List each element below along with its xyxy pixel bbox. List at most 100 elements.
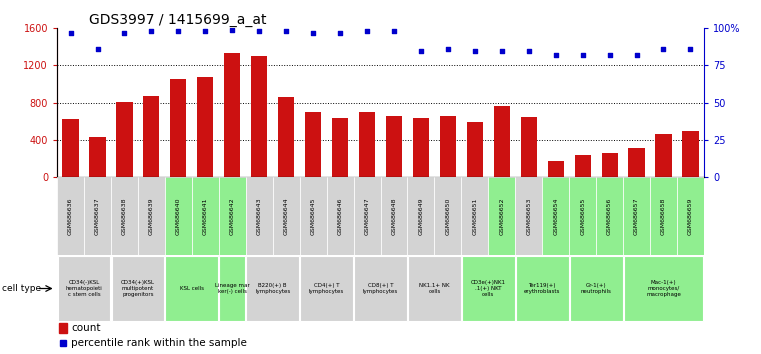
Bar <box>629 148 645 177</box>
Text: GSM686652: GSM686652 <box>499 197 505 235</box>
Bar <box>596 177 623 255</box>
Bar <box>165 177 192 255</box>
Point <box>307 30 319 36</box>
Bar <box>219 177 246 255</box>
Point <box>334 30 346 36</box>
Text: KSL cells: KSL cells <box>180 286 204 291</box>
Point <box>523 48 535 53</box>
Bar <box>300 256 353 321</box>
Point <box>495 48 508 53</box>
Point <box>119 30 131 36</box>
Bar <box>111 177 138 255</box>
Text: GSM686657: GSM686657 <box>634 197 639 235</box>
Bar <box>59 323 67 333</box>
Text: GSM686649: GSM686649 <box>419 197 423 235</box>
Bar <box>515 177 543 255</box>
Bar <box>380 177 407 255</box>
Bar <box>246 177 272 255</box>
Bar <box>247 256 299 321</box>
Text: cell type: cell type <box>2 284 41 293</box>
Point <box>145 28 158 34</box>
Bar <box>623 256 703 321</box>
Text: GSM686655: GSM686655 <box>580 197 585 235</box>
Text: NK1.1+ NK
cells: NK1.1+ NK cells <box>419 283 450 294</box>
Text: GSM686638: GSM686638 <box>122 197 127 235</box>
Bar <box>278 97 295 177</box>
Point <box>415 48 427 53</box>
Text: GSM686642: GSM686642 <box>230 197 234 235</box>
Text: GSM686640: GSM686640 <box>176 197 181 235</box>
Bar <box>543 177 569 255</box>
Text: B220(+) B
lymphocytes: B220(+) B lymphocytes <box>255 283 290 294</box>
Bar <box>435 177 461 255</box>
Bar <box>677 177 704 255</box>
Text: GSM686636: GSM686636 <box>68 197 73 235</box>
Bar <box>84 177 111 255</box>
Bar <box>521 116 537 177</box>
Bar <box>650 177 677 255</box>
Bar <box>138 177 165 255</box>
Bar <box>219 256 245 321</box>
Bar <box>412 118 429 177</box>
Point <box>684 46 696 52</box>
Bar <box>58 256 110 321</box>
Point <box>361 28 373 34</box>
Bar <box>354 256 407 321</box>
Point <box>630 52 642 58</box>
Bar <box>516 256 568 321</box>
Bar <box>112 256 164 321</box>
Bar <box>332 118 348 177</box>
Bar <box>300 177 326 255</box>
Text: GSM686639: GSM686639 <box>149 197 154 235</box>
Text: CD34(+)KSL
multipotent
progenitors: CD34(+)KSL multipotent progenitors <box>121 280 155 297</box>
Text: GSM686637: GSM686637 <box>95 197 100 235</box>
Bar <box>489 177 515 255</box>
Point <box>603 52 616 58</box>
Bar <box>683 131 699 177</box>
Text: GSM686648: GSM686648 <box>391 197 396 235</box>
Bar <box>143 96 160 177</box>
Bar <box>569 177 596 255</box>
Bar <box>62 119 78 177</box>
Text: CD8(+) T
lymphocytes: CD8(+) T lymphocytes <box>363 283 398 294</box>
Point <box>442 46 454 52</box>
Bar <box>408 256 461 321</box>
Point <box>658 46 670 52</box>
Bar <box>272 177 300 255</box>
Bar <box>90 137 106 177</box>
Bar <box>359 112 375 177</box>
Point <box>226 27 238 33</box>
Text: GSM686647: GSM686647 <box>365 197 370 235</box>
Point <box>388 28 400 34</box>
Text: GSM686659: GSM686659 <box>688 197 693 235</box>
Point <box>172 28 184 34</box>
Bar <box>354 177 380 255</box>
Text: CD34(-)KSL
hematopoieti
c stem cells: CD34(-)KSL hematopoieti c stem cells <box>65 280 103 297</box>
Text: percentile rank within the sample: percentile rank within the sample <box>71 338 247 348</box>
Text: GSM686645: GSM686645 <box>310 197 316 235</box>
Bar <box>575 155 591 177</box>
Bar <box>116 102 132 177</box>
Bar <box>224 53 240 177</box>
Bar <box>305 112 321 177</box>
Text: GSM686644: GSM686644 <box>284 197 288 235</box>
Point <box>469 48 481 53</box>
Text: GSM686650: GSM686650 <box>445 197 451 235</box>
Point <box>577 52 589 58</box>
Bar <box>407 177 435 255</box>
Text: GSM686653: GSM686653 <box>527 197 531 235</box>
Text: CD3e(+)NK1
.1(+) NKT
cells: CD3e(+)NK1 .1(+) NKT cells <box>471 280 506 297</box>
Point <box>91 46 103 52</box>
Bar <box>461 177 489 255</box>
Bar <box>165 256 218 321</box>
Text: count: count <box>71 323 100 333</box>
Text: Mac-1(+)
monocytes/
macrophage: Mac-1(+) monocytes/ macrophage <box>646 280 681 297</box>
Bar <box>548 161 564 177</box>
Bar <box>494 106 510 177</box>
Bar <box>655 134 672 177</box>
Bar <box>601 153 618 177</box>
Text: GSM686643: GSM686643 <box>256 197 262 235</box>
Point <box>549 52 562 58</box>
Bar <box>57 177 84 255</box>
Text: GDS3997 / 1415699_a_at: GDS3997 / 1415699_a_at <box>90 13 267 27</box>
